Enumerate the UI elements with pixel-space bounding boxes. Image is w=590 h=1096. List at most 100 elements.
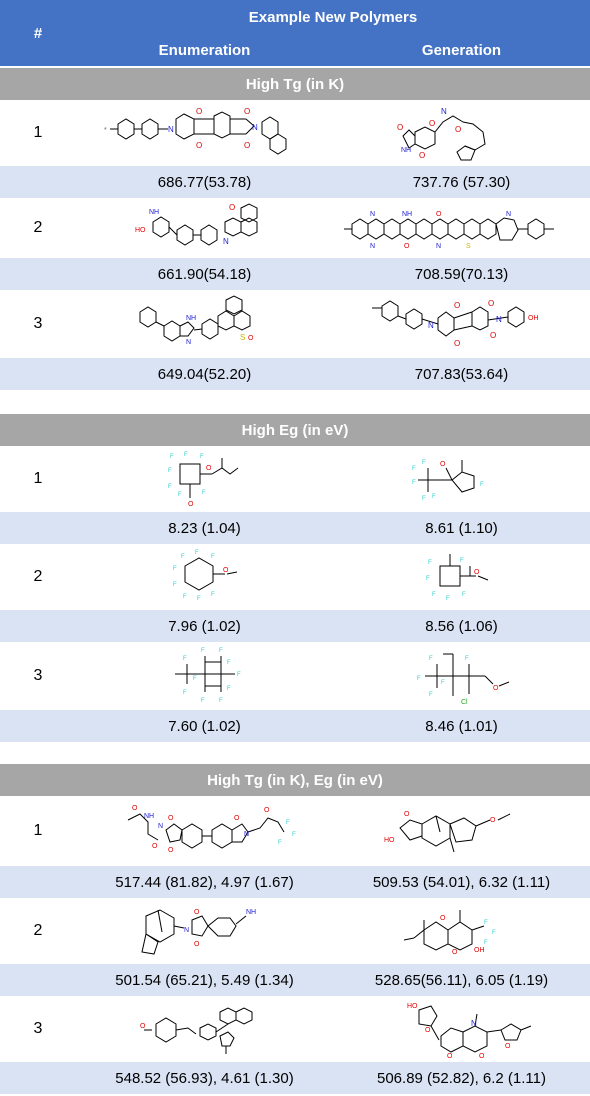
fluorine-label: F <box>292 832 296 838</box>
nitrogen-label: N <box>244 831 249 838</box>
section-title-eg: High Eg (in eV) <box>0 414 590 446</box>
fluorine-label: F <box>201 648 205 654</box>
fluorine-label: F <box>412 466 416 472</box>
fluorine-label: F <box>197 596 201 602</box>
row-number: 3 <box>33 315 43 332</box>
oxygen-label: O <box>244 141 250 150</box>
hydroxyl-label: OH <box>474 947 485 954</box>
fluorine-label: F <box>432 592 436 598</box>
enumeration-value: 501.54 (65.21), 5.49 (1.34) <box>115 971 294 989</box>
oxygen-label: O <box>194 941 200 948</box>
row-number: 2 <box>33 219 43 236</box>
nitrogen-label: N <box>370 243 375 250</box>
table-row: 1 O O O O N N * N <box>0 100 590 166</box>
hydroxyl-label: OH <box>528 315 539 322</box>
nitrogen-label: N <box>436 243 441 250</box>
header-num: # <box>33 24 43 42</box>
fluorine-label: F <box>278 840 282 846</box>
fluorine-label: F <box>170 454 174 460</box>
generation-value: 8.61 (1.10) <box>425 519 498 537</box>
value-row: 501.54 (65.21), 5.49 (1.34) 528.65(56.11… <box>0 964 590 996</box>
value-row: 649.04(52.20) 707.83(53.64) <box>0 358 590 390</box>
value-row: 517.44 (81.82), 4.97 (1.67) 509.53 (54.0… <box>0 866 590 898</box>
oxygen-label: O <box>248 335 254 342</box>
nitrogen-label: N <box>496 315 502 324</box>
nitrogen-label: N <box>370 211 375 218</box>
molecule-image: O O O O N N OH <box>372 299 539 348</box>
enumeration-value: 7.60 (1.02) <box>168 717 241 735</box>
oxygen-label: O <box>505 1043 511 1050</box>
nitrogen-label: N <box>441 107 447 116</box>
header-generation: Generation <box>421 41 502 59</box>
molecule-image: F F F F F O Cl <box>417 653 510 706</box>
nitrogen-label: NH <box>144 813 154 820</box>
molecule-image: O <box>140 1007 253 1054</box>
nitrogen-label: N <box>168 125 174 134</box>
fluorine-label: F <box>219 698 223 704</box>
fluorine-label: F <box>429 656 433 662</box>
nitrogen-label: N <box>252 123 258 132</box>
table-row: 3 F F F F F F F F F F <box>0 642 590 710</box>
nitrogen-label: N <box>471 1019 477 1028</box>
oxygen-label: O <box>168 847 174 854</box>
fluorine-label: F <box>286 820 290 826</box>
hydroxyl-label: HO <box>407 1003 418 1010</box>
value-row: 661.90(54.18) 708.59(70.13) <box>0 258 590 290</box>
fluorine-label: F <box>227 686 231 692</box>
oxygen-label: O <box>454 301 460 310</box>
oxygen-label: O <box>196 141 202 150</box>
molecule-image: N O O NH <box>141 909 256 955</box>
sulfur-label: S <box>466 243 471 250</box>
fluorine-label: F <box>432 494 436 500</box>
fluorine-label: F <box>183 690 187 696</box>
table-row: 1 O NH O N O O N O O F F F <box>0 796 590 866</box>
fluorine-label: F <box>237 672 241 678</box>
sulfur-label: S <box>240 333 245 342</box>
oxygen-label: O <box>425 1027 431 1034</box>
row-number: 1 <box>33 470 43 487</box>
fluorine-label: F <box>417 676 421 682</box>
section-title-tg-eg: High Tg (in K), Eg (in eV) <box>0 764 590 796</box>
nitrogen-label: N <box>184 927 189 934</box>
fluorine-label: F <box>173 582 177 588</box>
molecule-image: F F F F F F O <box>426 554 489 602</box>
enumeration-value: 8.23 (1.04) <box>168 519 241 537</box>
molecule-image: HO O O O N O <box>407 1003 532 1060</box>
oxygen-label: O <box>140 1023 146 1030</box>
star-label: * <box>104 127 107 134</box>
oxygen-label: O <box>440 915 446 922</box>
fluorine-label: F <box>201 698 205 704</box>
nitrogen-label: NH <box>186 315 196 322</box>
chlorine-label: Cl <box>461 699 468 706</box>
enumeration-value: 7.96 (1.02) <box>168 617 241 635</box>
fluorine-label: F <box>168 484 172 490</box>
oxygen-label: O <box>493 685 499 692</box>
generation-value: 737.76 (57.30) <box>412 173 511 191</box>
oxygen-label: O <box>264 807 270 814</box>
enumeration-value: 686.77(53.78) <box>157 173 252 191</box>
generation-value: 509.53 (54.01), 6.32 (1.11) <box>372 873 551 891</box>
enumeration-value: 649.04(52.20) <box>157 365 252 383</box>
fluorine-label: F <box>422 496 426 502</box>
table-row: 1 F F F F F F F O O F <box>0 446 590 512</box>
fluorine-label: F <box>195 550 199 556</box>
fluorine-label: F <box>202 490 206 496</box>
fluorine-label: F <box>183 656 187 662</box>
oxygen-label: O <box>168 815 174 822</box>
fluorine-label: F <box>184 452 188 458</box>
nitrogen-label: NH <box>402 211 412 218</box>
fluorine-label: F <box>465 656 469 662</box>
value-row: 7.96 (1.02) 8.56 (1.06) <box>0 610 590 642</box>
generation-value: 8.56 (1.06) <box>425 617 498 635</box>
table-row: 3 O HO O O O N O <box>0 996 590 1062</box>
row-number: 2 <box>33 922 43 939</box>
generation-value: 707.83(53.64) <box>414 365 509 383</box>
molecule-image: NH N S O <box>139 295 254 346</box>
enumeration-value: 548.52 (56.93), 4.61 (1.30) <box>115 1069 294 1087</box>
fluorine-label: F <box>492 930 496 936</box>
nitrogen-label: N <box>223 237 229 246</box>
oxygen-label: O <box>490 817 496 824</box>
generation-value: 708.59(70.13) <box>414 265 509 283</box>
molecule-image: F F F F F F O <box>412 460 484 502</box>
oxygen-label: O <box>196 107 202 116</box>
